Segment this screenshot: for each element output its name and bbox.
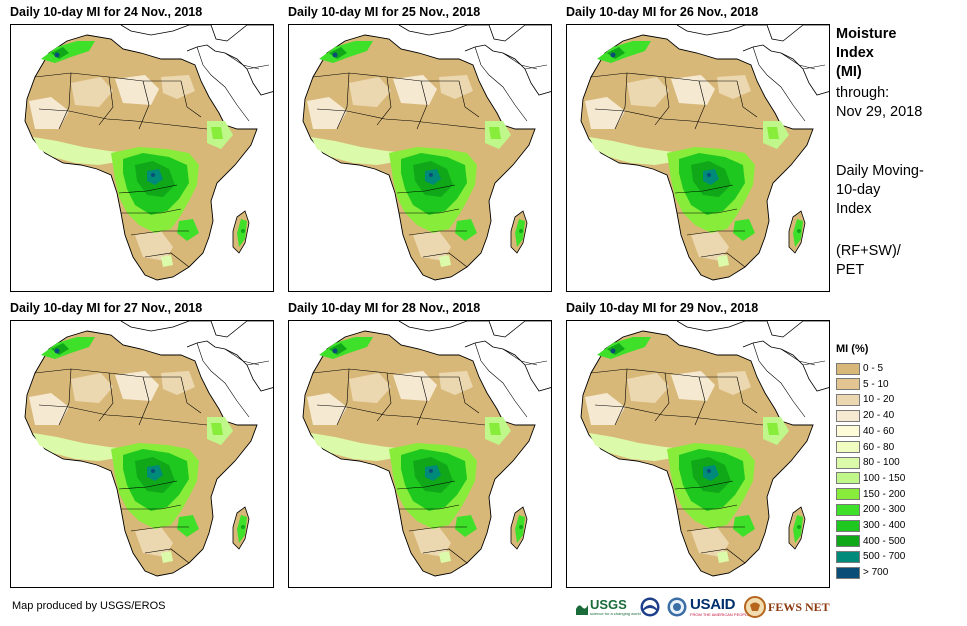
- legend-label: 60 - 80: [863, 441, 895, 453]
- legend-item: 80 - 100: [836, 456, 900, 469]
- through-date: Nov 29, 2018: [836, 104, 923, 120]
- fews-net-logo: FEWS NET: [744, 596, 830, 618]
- africa-map: [566, 24, 830, 292]
- doi-seal-icon: [667, 597, 687, 617]
- fews-net-logo-text: FEWS NET: [768, 599, 830, 614]
- formula-line: PET: [836, 262, 865, 278]
- map-panel: Daily 10-day MI for 27 Nov., 2018: [10, 301, 274, 588]
- legend-item: 300 - 400: [836, 519, 905, 532]
- panel-title: Daily 10-day MI for 27 Nov., 2018: [10, 301, 203, 315]
- through-info: through: Nov 29, 2018: [836, 84, 922, 122]
- legend-item: 10 - 20: [836, 393, 894, 406]
- legend-swatch: [836, 378, 860, 391]
- africa-map: [10, 24, 274, 292]
- panel-title: Daily 10-day MI for 28 Nov., 2018: [288, 301, 481, 315]
- panel-title: Daily 10-day MI for 29 Nov., 2018: [566, 301, 759, 315]
- method-line: 10-day: [836, 182, 881, 198]
- formula-line: (RF+SW)/: [836, 243, 901, 259]
- legend-swatch: [836, 362, 860, 375]
- legend-swatch: [836, 441, 860, 453]
- legend-label: 10 - 20: [863, 394, 895, 406]
- legend-item: 20 - 40: [836, 409, 894, 422]
- doi-logo: [667, 596, 687, 618]
- legend-swatch: [836, 566, 860, 579]
- method-line: Index: [836, 201, 872, 217]
- map-panel: Daily 10-day MI for 24 Nov., 2018: [10, 5, 274, 292]
- legend-label: 80 - 100: [863, 457, 900, 469]
- usaid-logo-text: USAID: [690, 596, 736, 613]
- formula-info: (RF+SW)/ PET: [836, 242, 901, 280]
- method-line: Daily Moving-: [836, 163, 924, 179]
- legend-label: 150 - 200: [863, 488, 906, 500]
- legend-item: 40 - 60: [836, 425, 894, 438]
- legend-label: 200 - 300: [863, 504, 906, 516]
- usaid-tagline: FROM THE AMERICAN PEOPLE: [690, 612, 750, 617]
- noaa-seal-icon: [640, 597, 660, 617]
- map-panel: Daily 10-day MI for 26 Nov., 2018: [566, 5, 830, 292]
- legend-swatch: [836, 488, 860, 501]
- index-title-line: Moisture: [836, 26, 897, 42]
- legend-swatch: [836, 519, 860, 532]
- panel-title: Daily 10-day MI for 25 Nov., 2018: [288, 5, 481, 19]
- legend-swatch: [836, 535, 860, 548]
- noaa-logo: [640, 596, 660, 618]
- fews-net-globe-icon: [744, 596, 766, 618]
- legend-label: 5 - 10: [863, 378, 889, 390]
- map-credit: Map produced by USGS/EROS: [12, 600, 166, 612]
- index-title: Moisture Index (MI): [836, 25, 896, 82]
- legend-swatch: [836, 472, 860, 485]
- legend-label: 40 - 60: [863, 425, 895, 437]
- legend-item: 5 - 10: [836, 378, 889, 391]
- legend-item: 0 - 5: [836, 362, 883, 375]
- legend-item: 500 - 700: [836, 550, 905, 563]
- legend-swatch: [836, 393, 860, 406]
- usaid-logo: USAID FROM THE AMERICAN PEOPLE: [690, 596, 750, 618]
- legend-label: 100 - 150: [863, 472, 906, 484]
- legend-item: > 700: [836, 566, 888, 579]
- legend-label: 20 - 40: [863, 410, 895, 422]
- index-title-line: Index: [836, 45, 874, 61]
- method-info: Daily Moving- 10-day Index: [836, 162, 924, 219]
- legend-label: 400 - 500: [863, 535, 906, 547]
- legend-item: 200 - 300: [836, 503, 905, 516]
- panel-title: Daily 10-day MI for 24 Nov., 2018: [10, 5, 203, 19]
- legend-swatch: [836, 456, 860, 469]
- legend-title: MI (%): [836, 343, 869, 355]
- legend-item: 150 - 200: [836, 488, 905, 501]
- legend-label: 300 - 400: [863, 520, 906, 531]
- usgs-logo: USGS science for a changing world: [576, 596, 641, 618]
- legend-label: 0 - 5: [863, 363, 884, 374]
- africa-map: [566, 320, 830, 588]
- legend-label: > 700: [863, 567, 889, 579]
- usgs-logo-text: USGS: [590, 597, 627, 612]
- usgs-tagline: science for a changing world: [590, 611, 641, 616]
- africa-map: [288, 320, 552, 588]
- legend-item: 60 - 80: [836, 441, 894, 454]
- africa-map: [288, 24, 552, 292]
- legend-item: 400 - 500: [836, 535, 905, 548]
- legend-swatch: [836, 503, 860, 516]
- legend-label: 500 - 700: [863, 551, 906, 563]
- index-title-line: (MI): [836, 64, 862, 80]
- usgs-wave-icon: [576, 605, 588, 615]
- legend-swatch: [836, 409, 860, 422]
- legend-item: 100 - 150: [836, 472, 905, 485]
- panel-title: Daily 10-day MI for 26 Nov., 2018: [566, 5, 759, 19]
- legend-swatch: [836, 550, 860, 563]
- map-panel: Daily 10-day MI for 29 Nov., 2018: [566, 301, 830, 588]
- map-panel: Daily 10-day MI for 25 Nov., 2018: [288, 5, 552, 292]
- map-panel: Daily 10-day MI for 28 Nov., 2018: [288, 301, 552, 588]
- through-label: through:: [836, 85, 890, 101]
- legend-swatch: [836, 425, 860, 438]
- africa-map: [10, 320, 274, 588]
